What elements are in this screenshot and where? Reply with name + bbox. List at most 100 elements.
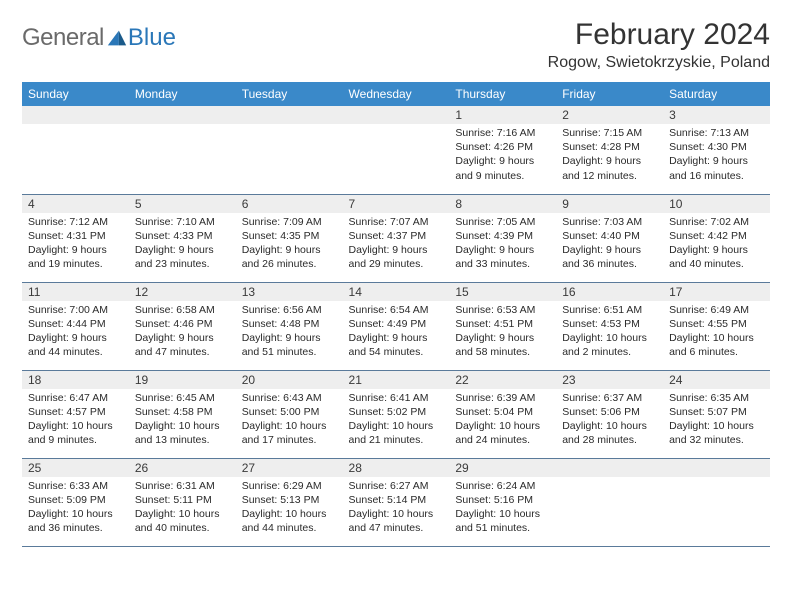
- daylight-text: Daylight: 10 hours and 51 minutes.: [455, 507, 550, 535]
- daylight-text: Daylight: 10 hours and 2 minutes.: [562, 331, 657, 359]
- day-number: 15: [449, 283, 556, 301]
- daylight-text: Daylight: 10 hours and 13 minutes.: [135, 419, 230, 447]
- daylight-text: Daylight: 10 hours and 6 minutes.: [669, 331, 764, 359]
- sunrise-text: Sunrise: 7:02 AM: [669, 215, 764, 229]
- day-info: Sunrise: 7:03 AMSunset: 4:40 PMDaylight:…: [556, 213, 663, 276]
- day-info: Sunrise: 7:10 AMSunset: 4:33 PMDaylight:…: [129, 213, 236, 276]
- calendar-body: 1Sunrise: 7:16 AMSunset: 4:26 PMDaylight…: [22, 106, 770, 546]
- calendar-cell: 10Sunrise: 7:02 AMSunset: 4:42 PMDayligh…: [663, 194, 770, 282]
- daylight-text: Daylight: 10 hours and 24 minutes.: [455, 419, 550, 447]
- weekday-header: Wednesday: [343, 82, 450, 106]
- weekday-header-row: Sunday Monday Tuesday Wednesday Thursday…: [22, 82, 770, 106]
- calendar-cell: 4Sunrise: 7:12 AMSunset: 4:31 PMDaylight…: [22, 194, 129, 282]
- daylight-text: Daylight: 9 hours and 23 minutes.: [135, 243, 230, 271]
- calendar-cell: 19Sunrise: 6:45 AMSunset: 4:58 PMDayligh…: [129, 370, 236, 458]
- day-info: Sunrise: 6:53 AMSunset: 4:51 PMDaylight:…: [449, 301, 556, 364]
- day-info: Sunrise: 6:29 AMSunset: 5:13 PMDaylight:…: [236, 477, 343, 540]
- weekday-header: Saturday: [663, 82, 770, 106]
- day-info: Sunrise: 6:58 AMSunset: 4:46 PMDaylight:…: [129, 301, 236, 364]
- day-info: Sunrise: 7:15 AMSunset: 4:28 PMDaylight:…: [556, 124, 663, 187]
- day-info: Sunrise: 6:43 AMSunset: 5:00 PMDaylight:…: [236, 389, 343, 452]
- daylight-text: Daylight: 9 hours and 44 minutes.: [28, 331, 123, 359]
- day-number: 27: [236, 459, 343, 477]
- sunrise-text: Sunrise: 6:41 AM: [349, 391, 444, 405]
- sunrise-text: Sunrise: 6:56 AM: [242, 303, 337, 317]
- sunrise-text: Sunrise: 6:29 AM: [242, 479, 337, 493]
- day-number: 28: [343, 459, 450, 477]
- day-number: [22, 106, 129, 124]
- calendar-cell: [556, 458, 663, 546]
- sunrise-text: Sunrise: 6:27 AM: [349, 479, 444, 493]
- sunset-text: Sunset: 4:33 PM: [135, 229, 230, 243]
- day-info: Sunrise: 6:35 AMSunset: 5:07 PMDaylight:…: [663, 389, 770, 452]
- sunset-text: Sunset: 4:28 PM: [562, 140, 657, 154]
- day-info: Sunrise: 6:54 AMSunset: 4:49 PMDaylight:…: [343, 301, 450, 364]
- weekday-header: Tuesday: [236, 82, 343, 106]
- sunset-text: Sunset: 4:26 PM: [455, 140, 550, 154]
- calendar-cell: 9Sunrise: 7:03 AMSunset: 4:40 PMDaylight…: [556, 194, 663, 282]
- daylight-text: Daylight: 9 hours and 51 minutes.: [242, 331, 337, 359]
- weekday-header: Monday: [129, 82, 236, 106]
- sunset-text: Sunset: 4:46 PM: [135, 317, 230, 331]
- day-info: Sunrise: 6:39 AMSunset: 5:04 PMDaylight:…: [449, 389, 556, 452]
- calendar-cell: 29Sunrise: 6:24 AMSunset: 5:16 PMDayligh…: [449, 458, 556, 546]
- day-number: 20: [236, 371, 343, 389]
- daylight-text: Daylight: 10 hours and 44 minutes.: [242, 507, 337, 535]
- day-number: 7: [343, 195, 450, 213]
- day-info: Sunrise: 7:07 AMSunset: 4:37 PMDaylight:…: [343, 213, 450, 276]
- sunset-text: Sunset: 4:58 PM: [135, 405, 230, 419]
- daylight-text: Daylight: 9 hours and 58 minutes.: [455, 331, 550, 359]
- day-number: 23: [556, 371, 663, 389]
- day-info: Sunrise: 6:45 AMSunset: 4:58 PMDaylight:…: [129, 389, 236, 452]
- calendar-cell: 3Sunrise: 7:13 AMSunset: 4:30 PMDaylight…: [663, 106, 770, 194]
- sunset-text: Sunset: 4:48 PM: [242, 317, 337, 331]
- day-info: Sunrise: 7:13 AMSunset: 4:30 PMDaylight:…: [663, 124, 770, 187]
- day-number: [663, 459, 770, 477]
- calendar-cell: 23Sunrise: 6:37 AMSunset: 5:06 PMDayligh…: [556, 370, 663, 458]
- day-number: 14: [343, 283, 450, 301]
- day-number: 26: [129, 459, 236, 477]
- day-info: Sunrise: 6:37 AMSunset: 5:06 PMDaylight:…: [556, 389, 663, 452]
- daylight-text: Daylight: 10 hours and 32 minutes.: [669, 419, 764, 447]
- calendar-cell: 22Sunrise: 6:39 AMSunset: 5:04 PMDayligh…: [449, 370, 556, 458]
- daylight-text: Daylight: 9 hours and 19 minutes.: [28, 243, 123, 271]
- calendar-cell: 2Sunrise: 7:15 AMSunset: 4:28 PMDaylight…: [556, 106, 663, 194]
- calendar-row: 1Sunrise: 7:16 AMSunset: 4:26 PMDaylight…: [22, 106, 770, 194]
- day-number: 17: [663, 283, 770, 301]
- sunset-text: Sunset: 5:09 PM: [28, 493, 123, 507]
- calendar-cell: 11Sunrise: 7:00 AMSunset: 4:44 PMDayligh…: [22, 282, 129, 370]
- day-number: 3: [663, 106, 770, 124]
- calendar-cell: 12Sunrise: 6:58 AMSunset: 4:46 PMDayligh…: [129, 282, 236, 370]
- sunrise-text: Sunrise: 6:54 AM: [349, 303, 444, 317]
- daylight-text: Daylight: 9 hours and 12 minutes.: [562, 154, 657, 182]
- daylight-text: Daylight: 10 hours and 28 minutes.: [562, 419, 657, 447]
- sunrise-text: Sunrise: 7:00 AM: [28, 303, 123, 317]
- day-info: Sunrise: 7:00 AMSunset: 4:44 PMDaylight:…: [22, 301, 129, 364]
- daylight-text: Daylight: 9 hours and 47 minutes.: [135, 331, 230, 359]
- sunrise-text: Sunrise: 6:49 AM: [669, 303, 764, 317]
- day-number: 18: [22, 371, 129, 389]
- day-info: Sunrise: 7:02 AMSunset: 4:42 PMDaylight:…: [663, 213, 770, 276]
- sunset-text: Sunset: 4:37 PM: [349, 229, 444, 243]
- calendar-row: 4Sunrise: 7:12 AMSunset: 4:31 PMDaylight…: [22, 194, 770, 282]
- sunset-text: Sunset: 5:06 PM: [562, 405, 657, 419]
- calendar-cell: 24Sunrise: 6:35 AMSunset: 5:07 PMDayligh…: [663, 370, 770, 458]
- day-number: 4: [22, 195, 129, 213]
- sunset-text: Sunset: 5:04 PM: [455, 405, 550, 419]
- calendar-cell: 17Sunrise: 6:49 AMSunset: 4:55 PMDayligh…: [663, 282, 770, 370]
- calendar-row: 25Sunrise: 6:33 AMSunset: 5:09 PMDayligh…: [22, 458, 770, 546]
- sunrise-text: Sunrise: 7:07 AM: [349, 215, 444, 229]
- sunrise-text: Sunrise: 6:51 AM: [562, 303, 657, 317]
- daylight-text: Daylight: 10 hours and 9 minutes.: [28, 419, 123, 447]
- header: General Blue February 2024 Rogow, Swieto…: [22, 18, 770, 72]
- day-number: 9: [556, 195, 663, 213]
- weekday-header: Friday: [556, 82, 663, 106]
- sunrise-text: Sunrise: 7:09 AM: [242, 215, 337, 229]
- sunrise-text: Sunrise: 6:43 AM: [242, 391, 337, 405]
- sunrise-text: Sunrise: 6:24 AM: [455, 479, 550, 493]
- sunset-text: Sunset: 5:13 PM: [242, 493, 337, 507]
- sunrise-text: Sunrise: 6:58 AM: [135, 303, 230, 317]
- day-info: Sunrise: 6:41 AMSunset: 5:02 PMDaylight:…: [343, 389, 450, 452]
- day-number: 21: [343, 371, 450, 389]
- calendar-cell: [22, 106, 129, 194]
